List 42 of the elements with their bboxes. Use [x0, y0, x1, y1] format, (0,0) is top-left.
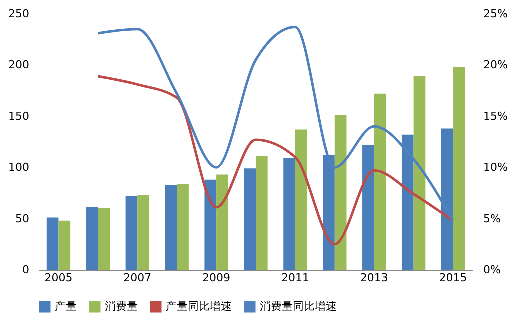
legend-label: 产量同比增速: [166, 300, 232, 313]
bar: [46, 218, 59, 270]
legend-label: 产量: [55, 300, 77, 313]
bar: [374, 94, 386, 270]
y-tick-label: 150: [8, 110, 30, 123]
line-series: [96, 75, 455, 246]
bar: [204, 180, 217, 270]
x-tick-label: 2013: [360, 272, 388, 284]
bar: [295, 130, 308, 270]
bar: [453, 67, 466, 270]
x-tick-label: 2009: [202, 272, 231, 284]
bar: [362, 145, 374, 270]
bar: [216, 174, 228, 270]
bar: [177, 184, 189, 270]
x-tick-label: 2015: [439, 272, 468, 284]
bar: [244, 168, 256, 270]
y2-tick-label: 20%: [484, 58, 508, 72]
y-tick-label: 100: [8, 161, 30, 174]
legend-label: 消费量: [105, 300, 138, 313]
y2-tick-label: 25%: [484, 8, 508, 20]
legend-label: 消费量同比增速: [260, 300, 337, 313]
bar: [284, 158, 296, 270]
y-tick-label: 0: [22, 264, 30, 276]
y-tick-label: 200: [8, 58, 30, 72]
y-tick-label: 50: [16, 212, 30, 226]
bar: [58, 220, 71, 270]
bar: [126, 196, 138, 270]
y2-tick-label: 15%: [484, 110, 508, 123]
bar: [414, 76, 426, 270]
y2-tick-label: 0%: [484, 264, 501, 276]
x-tick-label: 2011: [281, 272, 310, 284]
bar: [138, 195, 150, 270]
x-tick-label: 2005: [44, 272, 73, 284]
y2-tick-label: 5%: [484, 212, 501, 226]
bar: [86, 208, 98, 270]
bar: [334, 115, 347, 270]
bar: [98, 208, 110, 270]
x-tick-label: 2007: [124, 272, 152, 284]
y-tick-label: 250: [8, 8, 30, 20]
y2-tick-label: 10%: [484, 161, 508, 174]
bar: [165, 185, 178, 270]
bar: [256, 156, 268, 270]
